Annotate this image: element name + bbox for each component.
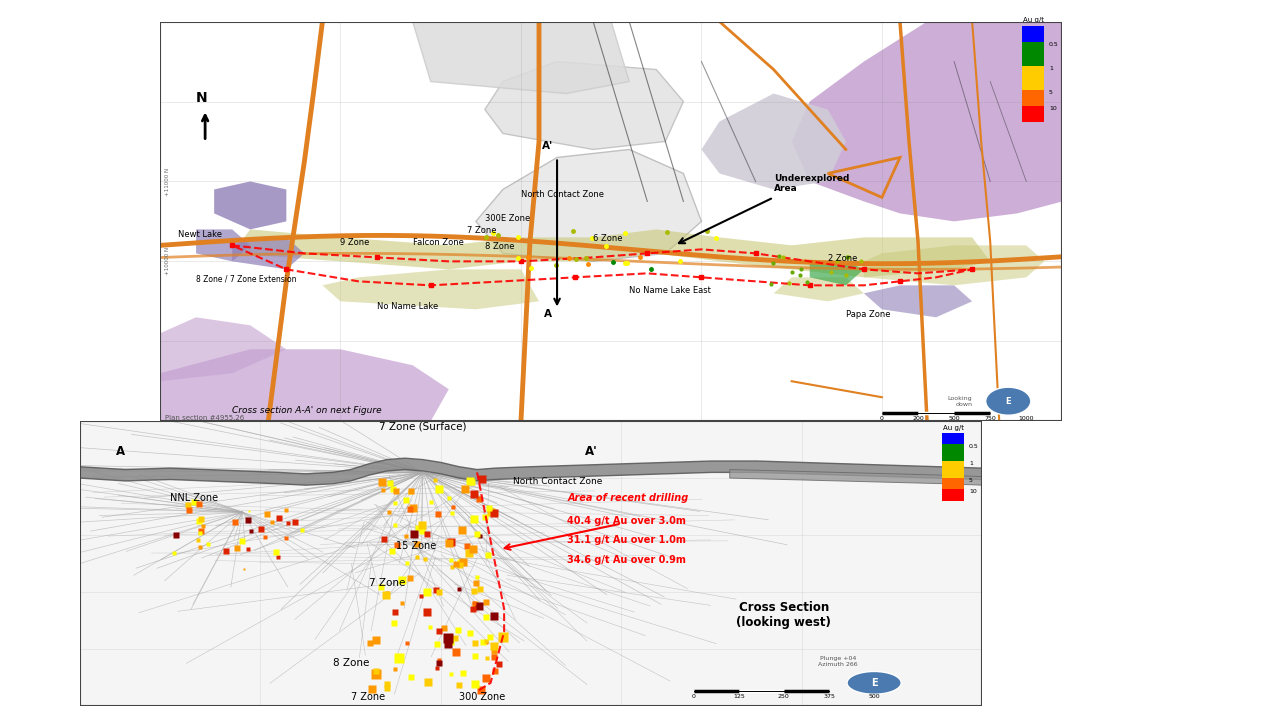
Polygon shape <box>864 285 973 318</box>
Polygon shape <box>160 349 449 421</box>
Ellipse shape <box>847 672 901 694</box>
Text: 7 Zone: 7 Zone <box>369 578 406 588</box>
Bar <box>942 461 964 478</box>
Polygon shape <box>810 261 864 285</box>
Text: 0.5: 0.5 <box>1048 42 1059 47</box>
Text: 8 Zone / 7 Zone Extension: 8 Zone / 7 Zone Extension <box>196 274 297 284</box>
Text: 40.4 g/t Au over 3.0m: 40.4 g/t Au over 3.0m <box>567 516 686 526</box>
Polygon shape <box>485 61 684 150</box>
Text: 0: 0 <box>691 695 695 700</box>
Bar <box>1021 106 1044 122</box>
Polygon shape <box>730 469 983 485</box>
Text: +10000 N: +10000 N <box>165 247 169 276</box>
Polygon shape <box>79 458 983 485</box>
Text: North Contact Zone: North Contact Zone <box>513 477 603 486</box>
Text: 1: 1 <box>969 461 973 466</box>
Text: No Name Lake East: No Name Lake East <box>630 287 712 295</box>
Text: No Name Lake: No Name Lake <box>376 302 438 311</box>
Bar <box>942 444 964 461</box>
Text: Newt Lake: Newt Lake <box>178 230 221 239</box>
Polygon shape <box>160 318 287 382</box>
Text: 300 Zone: 300 Zone <box>460 692 506 702</box>
Text: Papa Zone: Papa Zone <box>846 310 891 319</box>
Bar <box>942 433 964 444</box>
Polygon shape <box>214 181 287 230</box>
Text: E: E <box>870 678 877 688</box>
Text: 300E Zone: 300E Zone <box>485 215 530 223</box>
Text: Falcon Zone: Falcon Zone <box>412 238 463 248</box>
Polygon shape <box>232 238 305 269</box>
Bar <box>1021 42 1044 66</box>
Text: 10: 10 <box>1048 106 1056 110</box>
Text: 5: 5 <box>1048 89 1052 94</box>
Text: 5: 5 <box>969 478 973 483</box>
Text: 200: 200 <box>913 416 924 421</box>
Ellipse shape <box>986 387 1030 415</box>
Text: Cross section A-A' on next Figure: Cross section A-A' on next Figure <box>232 406 381 415</box>
Text: 9 Zone: 9 Zone <box>340 238 370 248</box>
Text: Plan section #4955.26: Plan section #4955.26 <box>165 415 243 421</box>
Text: Au g/t: Au g/t <box>1023 17 1043 22</box>
Text: NNL Zone: NNL Zone <box>170 492 219 503</box>
Bar <box>1021 26 1044 42</box>
Text: 7 Zone: 7 Zone <box>351 692 385 702</box>
Text: 8 Zone: 8 Zone <box>485 243 515 251</box>
Polygon shape <box>701 94 846 189</box>
Text: 250: 250 <box>778 695 790 700</box>
Text: 0.5: 0.5 <box>969 444 979 449</box>
Polygon shape <box>864 246 1044 285</box>
Text: A: A <box>116 446 125 459</box>
Polygon shape <box>476 150 701 261</box>
Text: 34.6 g/t Au over 0.9m: 34.6 g/t Au over 0.9m <box>567 555 686 565</box>
Polygon shape <box>323 269 539 310</box>
Text: 2 Zone: 2 Zone <box>828 254 858 264</box>
Text: Cross Section
(looking west): Cross Section (looking west) <box>736 600 831 629</box>
Text: +11000 N: +11000 N <box>165 167 169 196</box>
Text: 1: 1 <box>1048 66 1052 71</box>
Polygon shape <box>791 22 1062 222</box>
Polygon shape <box>232 230 991 277</box>
Text: Looking
down: Looking down <box>947 396 973 407</box>
Text: Plunge +04
Azimuth 266: Plunge +04 Azimuth 266 <box>818 656 858 667</box>
Polygon shape <box>196 230 251 261</box>
Text: 7 Zone (Surface): 7 Zone (Surface) <box>379 422 467 432</box>
Text: A: A <box>544 310 552 319</box>
Bar <box>1021 89 1044 106</box>
Bar <box>1021 66 1044 89</box>
Text: E: E <box>1006 397 1011 405</box>
Text: 31.1 g/t Au over 1.0m: 31.1 g/t Au over 1.0m <box>567 536 686 546</box>
Polygon shape <box>412 22 630 94</box>
Polygon shape <box>773 277 864 301</box>
Text: N: N <box>196 91 207 104</box>
Text: 7 Zone: 7 Zone <box>467 226 497 235</box>
Bar <box>942 478 964 490</box>
Text: 500: 500 <box>948 416 960 421</box>
Text: Au g/t: Au g/t <box>942 425 964 431</box>
Text: North Contact Zone: North Contact Zone <box>521 190 604 199</box>
Text: 125: 125 <box>733 695 745 700</box>
Text: Underexplored
Area: Underexplored Area <box>773 174 849 194</box>
Text: A': A' <box>585 446 598 459</box>
Text: 10: 10 <box>969 490 977 495</box>
Text: 750: 750 <box>984 416 996 421</box>
Text: Area of recent drilling: Area of recent drilling <box>567 492 689 503</box>
Text: 15 Zone: 15 Zone <box>396 541 436 552</box>
Text: 1000: 1000 <box>1019 416 1034 421</box>
Text: A': A' <box>543 141 554 151</box>
Text: 8 Zone: 8 Zone <box>333 658 369 667</box>
Text: 6 Zone: 6 Zone <box>593 235 622 243</box>
Text: 500: 500 <box>868 695 879 700</box>
Bar <box>942 490 964 501</box>
Text: 0: 0 <box>879 416 884 421</box>
Text: 375: 375 <box>823 695 835 700</box>
